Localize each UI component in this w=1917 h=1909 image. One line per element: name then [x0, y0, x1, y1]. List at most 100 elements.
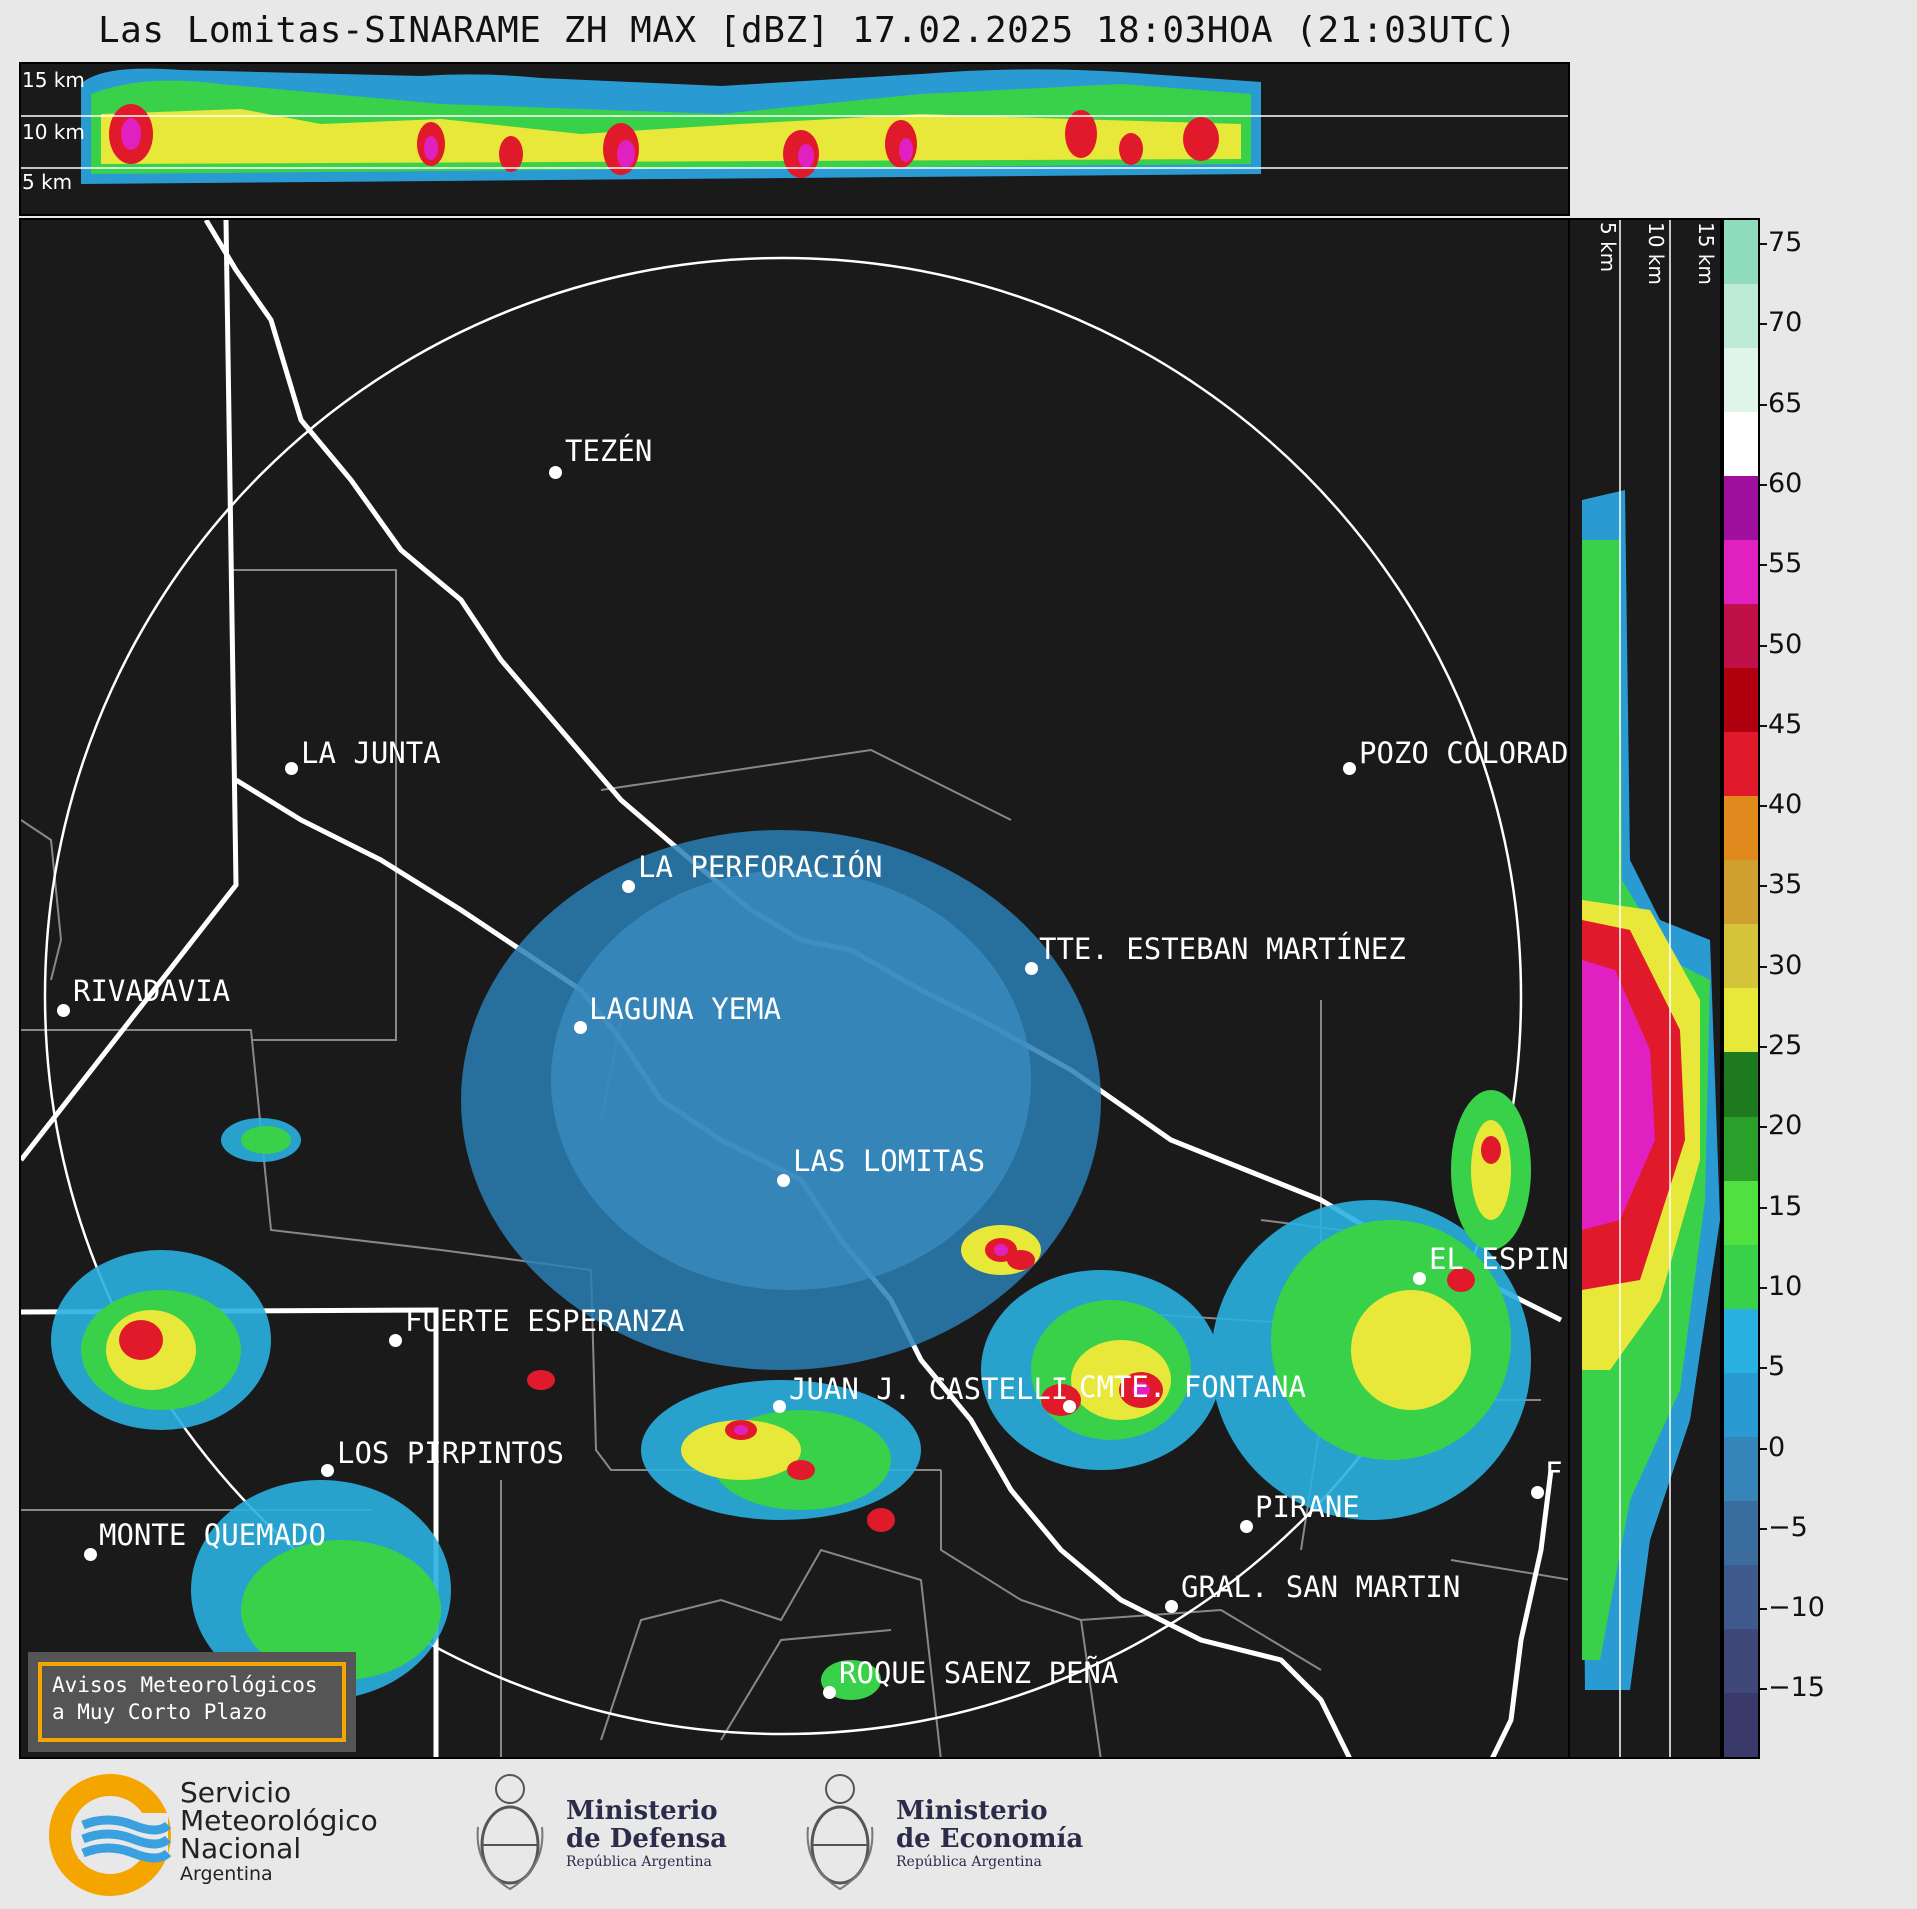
colorbar-tick-mark [1760, 965, 1767, 968]
side-strip-label-15km: 15 km [1694, 222, 1718, 285]
map-title: Las Lomitas-SINARAME ZH MAX [dBZ] 17.02.… [98, 10, 1518, 51]
colorbar-tick-label: 60 [1768, 467, 1803, 499]
colorbar-segment [1724, 988, 1758, 1053]
city-label-formosa: F [1545, 1456, 1563, 1490]
smn-logo-icon [49, 1774, 172, 1896]
colorbar-tick-label: 10 [1768, 1270, 1803, 1302]
smn-line-3: Nacional [180, 1832, 302, 1865]
colorbar-segment [1724, 347, 1758, 413]
colorbar-segment [1724, 1372, 1758, 1437]
colorbar-tick-mark [1760, 1206, 1767, 1209]
city-label-la-junta: LA JUNTA [301, 736, 441, 770]
city-dot-pozo-colorado [1343, 762, 1356, 775]
colorbar-tick-mark [1760, 1367, 1767, 1370]
colorbar-segment [1724, 1436, 1758, 1501]
city-dot-pirane [1240, 1520, 1253, 1533]
city-dot-la-perforacion [622, 880, 635, 893]
colorbar-tick-label: 45 [1768, 708, 1803, 740]
smn-line-2: Meteorológico [180, 1804, 378, 1837]
colorbar-tick-mark [1760, 885, 1767, 888]
city-dot-el-espin [1413, 1272, 1426, 1285]
colorbar-tick-label: 35 [1768, 869, 1803, 901]
colorbar-tick-label: 50 [1768, 628, 1803, 660]
side-cross-section-echoes [1582, 220, 1720, 1757]
colorbar-segment [1724, 796, 1758, 861]
top-strip-label-10km: 10 km [22, 120, 85, 144]
city-dot-rivadavia [57, 1004, 70, 1017]
colorbar-tick-mark [1760, 1046, 1767, 1048]
colorbar-tick-label: 40 [1768, 789, 1803, 821]
city-dot-laguna-yema [574, 1021, 587, 1034]
city-dot-gral-san-martin [1165, 1600, 1178, 1613]
colorbar-tick-label: 55 [1768, 548, 1803, 580]
economia-line-3: República Argentina [896, 1854, 1042, 1870]
avisos-box: Avisos Meteorológicos a Muy Corto Plazo [28, 1652, 356, 1752]
colorbar-tick-mark [1760, 805, 1767, 808]
radar-map: TEZÉN LA JUNTA POZO COLORAD LA PERFORACI… [19, 218, 1570, 1759]
footer-logos: Servicio Meteorológico Nacional Argentin… [0, 1759, 1917, 1909]
top-strip-label-15km: 15 km [22, 68, 85, 92]
city-dot-formosa [1531, 1486, 1544, 1499]
colorbar-tick-mark [1760, 483, 1767, 486]
city-label-pirane: PIRANE [1255, 1490, 1360, 1524]
colorbar-segment [1724, 1692, 1758, 1757]
economia-logo-text: Ministerio de Economía República Argenti… [896, 1797, 1083, 1871]
top-strip-label-5km: 5 km [22, 170, 73, 194]
economia-line-2: de Economía [896, 1824, 1084, 1854]
colorbar-tick-mark [1760, 1608, 1767, 1611]
city-label-el-espin: EL ESPIN [1429, 1242, 1569, 1276]
colorbar-segment [1724, 1500, 1758, 1565]
city-dot-tte-esteban-martinez [1025, 962, 1038, 975]
side-strip-label-10km: 10 km [1644, 222, 1668, 285]
coat-of-arms-icon [806, 1774, 874, 1891]
colorbar-segment [1724, 476, 1758, 541]
city-dot-las-lomitas [777, 1174, 790, 1187]
colorbar-tick-mark [1760, 644, 1767, 647]
colorbar-tick-label: −5 [1768, 1511, 1808, 1543]
colorbar-tick-mark [1760, 1447, 1767, 1450]
city-dot-juan-j-castelli [773, 1400, 786, 1413]
city-label-monte-quemado: MONTE QUEMADO [99, 1518, 326, 1552]
economia-line-1: Ministerio [896, 1796, 1048, 1826]
colorbar-tick-label: 70 [1768, 307, 1803, 339]
city-dot-monte-quemado [84, 1548, 97, 1561]
side-strip-label-5km: 5 km [1596, 222, 1620, 273]
city-label-cmte-fontana: CMTE. FONTANA [1079, 1370, 1306, 1404]
colorbar-tick-mark [1760, 564, 1767, 567]
colorbar-tick-label: −10 [1768, 1592, 1825, 1624]
colorbar-tick-label: −15 [1768, 1672, 1825, 1704]
avisos-inner: Avisos Meteorológicos a Muy Corto Plazo [38, 1662, 346, 1742]
colorbar-segment [1724, 283, 1758, 348]
colorbar-tick-label: 30 [1768, 949, 1803, 981]
colorbar-tick-label: 65 [1768, 387, 1803, 419]
colorbar-tick-mark [1760, 1126, 1767, 1129]
avisos-line-1: Avisos Meteorológicos [52, 1673, 318, 1697]
coat-of-arms-icon [476, 1774, 544, 1891]
colorbar-tick-mark [1760, 724, 1767, 727]
city-label-tte-esteban-martinez: TTE. ESTEBAN MARTÍNEZ [1039, 932, 1406, 966]
top-cross-section-echoes [21, 68, 1568, 184]
colorbar-tick-mark [1760, 403, 1767, 406]
city-dot-fuerte-esperanza [389, 1334, 402, 1347]
colorbar-tick-mark [1760, 1286, 1767, 1289]
colorbar-tick-mark [1760, 323, 1767, 326]
city-dot-los-pirpintos [321, 1464, 334, 1477]
colorbar-segment [1724, 1244, 1758, 1309]
side-cross-section: 5 km 10 km 15 km [1570, 218, 1722, 1759]
city-label-pozo-colorado: POZO COLORAD [1359, 736, 1569, 770]
smn-logo-text: Servicio Meteorológico Nacional Argentin… [180, 1779, 378, 1886]
defensa-line-2: de Defensa [566, 1824, 727, 1854]
defensa-line-1: Ministerio [566, 1796, 718, 1826]
colorbar-tick-mark [1760, 1527, 1767, 1530]
city-label-rivadavia: RIVADAVIA [73, 974, 231, 1008]
colorbar-segment [1724, 1180, 1758, 1245]
top-cross-section: 15 km 10 km 5 km [19, 62, 1570, 216]
defensa-line-3: República Argentina [566, 1854, 712, 1870]
colorbar-segment [1724, 860, 1758, 925]
city-label-la-perforacion: LA PERFORACIÓN [638, 850, 883, 884]
colorbar-segment [1724, 1116, 1758, 1181]
city-label-gral-san-martin: GRAL. SAN MARTIN [1181, 1570, 1461, 1604]
city-label-los-pirpintos: LOS PIRPINTOS [337, 1436, 564, 1470]
colorbar-segment [1724, 668, 1758, 733]
colorbar-tick-label: 15 [1768, 1190, 1803, 1222]
